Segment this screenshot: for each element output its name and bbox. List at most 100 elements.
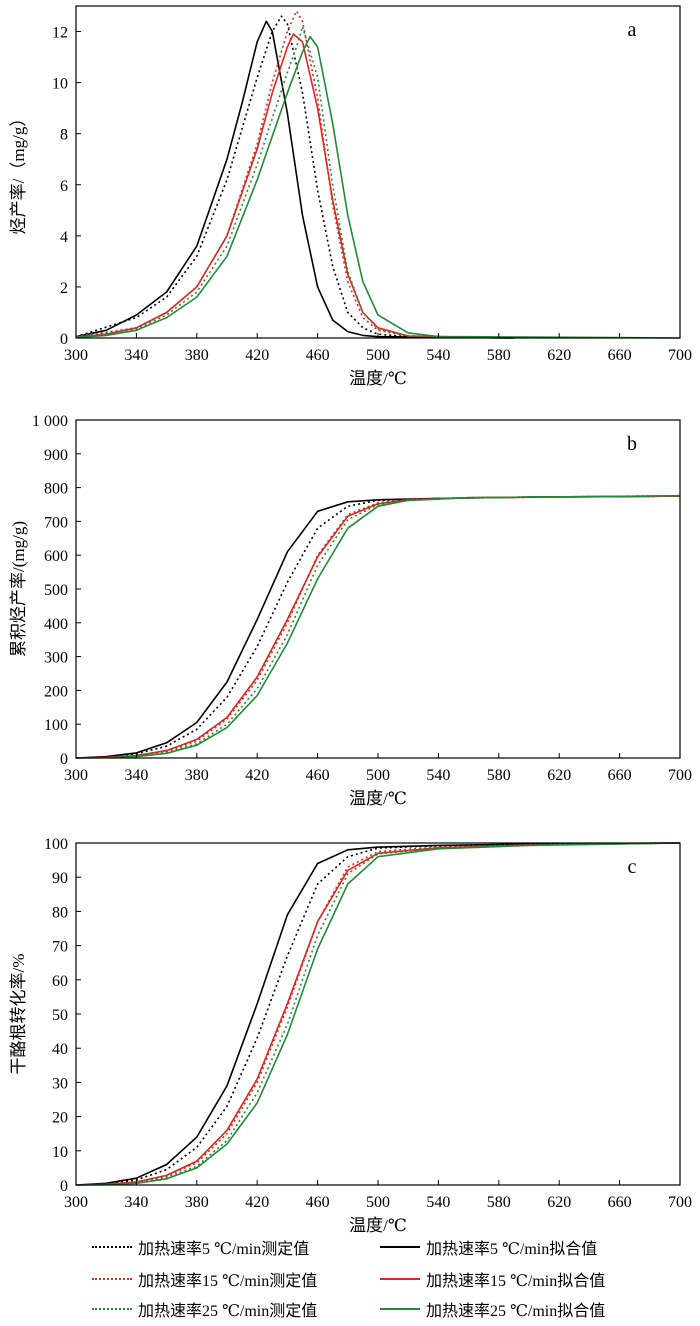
y-tick-label-c: 50 (52, 1007, 68, 1024)
x-tick-label-b: 580 (487, 767, 511, 784)
y-tick-label-c: 90 (52, 870, 68, 887)
x-tick-label-a: 700 (668, 347, 692, 364)
legend-item-15-measured: 加热速率15 ℃/min测定值 (92, 1266, 317, 1292)
legend-label: 加热速率25 ℃/min拟合值 (426, 1303, 606, 1320)
y-tick-label-b: 1 000 (32, 413, 68, 430)
legend-label: 加热速率25 ℃/min测定值 (138, 1303, 318, 1320)
x-tick-label-b: 460 (306, 767, 330, 784)
legend-item-5-fitted: 加热速率5 ℃/min拟合值 (380, 1234, 597, 1260)
y-axis-label-c: 干酪根转化率/% (9, 954, 28, 1075)
legend-swatch-15-measured (92, 1278, 132, 1280)
x-tick-label-c: 580 (487, 1194, 511, 1211)
x-tick-label-a: 380 (185, 347, 209, 364)
series-line-c-3 (75, 842, 681, 1186)
legend: 加热速率5 ℃/min测定值 加热速率5 ℃/min拟合值 加热速率15 ℃/m… (0, 1234, 700, 1326)
plot-frame-b (75, 419, 681, 759)
series-line-c-4 (106, 842, 681, 1186)
y-tick-label-b: 600 (44, 548, 68, 565)
series-line-a-5 (75, 35, 681, 339)
series-line-c-0 (106, 842, 681, 1185)
series-line-b-3 (75, 495, 681, 759)
legend-swatch-25-measured (92, 1308, 132, 1310)
y-tick-label-c: 80 (52, 904, 68, 921)
y-tick-label-a: 12 (52, 25, 68, 42)
x-tick-label-c: 660 (608, 1194, 632, 1211)
series-line-a-1 (75, 20, 514, 339)
legend-item-15-fitted: 加热速率15 ℃/min拟合值 (380, 1266, 605, 1292)
panel-label-b: b (627, 433, 637, 455)
x-tick-label-c: 300 (64, 1194, 88, 1211)
y-tick-label-c: 20 (52, 1110, 68, 1127)
x-tick-label-c: 620 (547, 1194, 571, 1211)
x-axis-label-c: 温度/℃ (349, 1216, 407, 1235)
x-tick-label-b: 500 (366, 767, 390, 784)
y-tick-label-b: 800 (44, 481, 68, 498)
y-tick-label-b: 900 (44, 447, 68, 464)
x-tick-label-a: 500 (366, 347, 390, 364)
series-line-c-5 (75, 842, 681, 1186)
legend-label: 加热速率5 ℃/min拟合值 (426, 1241, 598, 1258)
x-tick-label-a: 660 (608, 347, 632, 364)
x-axis-label-b: 温度/℃ (349, 789, 407, 808)
chart-panel-b: 300 340 380 420 460 500 540 580 620 660 700 0 100 200… (9, 413, 692, 808)
series-line-a-2 (75, 10, 514, 339)
x-tick-label-a: 300 (64, 347, 88, 364)
legend-swatch-25-fitted (380, 1308, 420, 1310)
legend-swatch-5-measured (92, 1246, 132, 1248)
legend-swatch-15-fitted (380, 1278, 420, 1280)
x-tick-label-a: 420 (245, 347, 269, 364)
legend-label: 加热速率15 ℃/min测定值 (138, 1273, 318, 1290)
y-axis-label-b: 累积烃产率/(mg/g) (9, 521, 28, 657)
series-line-a-0 (75, 15, 514, 339)
x-tick-label-b: 700 (668, 767, 692, 784)
series-line-c-2 (106, 842, 681, 1186)
y-tick-label-b: 200 (44, 683, 68, 700)
y-tick-label-a: 10 (52, 76, 68, 93)
panel-label-a: a (628, 19, 637, 41)
x-axis-label-a: 温度/℃ (349, 369, 407, 388)
y-tick-label-b: 300 (44, 650, 68, 667)
y-tick-label-c: 10 (52, 1144, 68, 1161)
series-line-a-3 (75, 33, 514, 339)
x-tick-label-a: 340 (124, 347, 148, 364)
y-tick-label-a: 8 (60, 127, 68, 144)
y-axis-label-a: 烃产率/（mg/g） (9, 110, 28, 235)
x-tick-label-c: 420 (245, 1194, 269, 1211)
x-tick-label-a: 460 (306, 347, 330, 364)
y-tick-label-c: 30 (52, 1075, 68, 1092)
x-tick-label-c: 380 (185, 1194, 209, 1211)
y-tick-label-c: 0 (60, 1178, 68, 1195)
chart-panel-c: 300 340 380 420 460 500 540 580 620 660 700 0 10 20 30… (9, 836, 692, 1235)
x-tick-label-c: 500 (366, 1194, 390, 1211)
legend-item-25-fitted: 加热速率25 ℃/min拟合值 (380, 1296, 605, 1322)
y-tick-label-a: 4 (60, 229, 68, 246)
legend-label: 加热速率15 ℃/min拟合值 (426, 1273, 606, 1290)
plot-frame-c (75, 842, 681, 1186)
x-tick-label-a: 620 (547, 347, 571, 364)
plot-frame-a (75, 5, 681, 339)
legend-item-25-measured: 加热速率25 ℃/min测定值 (92, 1296, 317, 1322)
legend-swatch-5-fitted (380, 1246, 420, 1248)
y-tick-label-a: 6 (60, 178, 68, 195)
y-tick-label-c: 100 (44, 836, 68, 853)
series-line-b-2 (106, 495, 681, 759)
y-tick-label-a: 0 (60, 331, 68, 348)
x-tick-label-b: 620 (547, 767, 571, 784)
x-tick-label-a: 540 (426, 347, 450, 364)
series-line-b-1 (75, 495, 681, 759)
y-tick-label-b: 500 (44, 582, 68, 599)
x-tick-label-b: 380 (185, 767, 209, 784)
y-tick-label-b: 0 (60, 751, 68, 768)
x-tick-label-c: 540 (426, 1194, 450, 1211)
x-tick-label-b: 300 (64, 767, 88, 784)
x-tick-label-b: 540 (426, 767, 450, 784)
y-tick-label-c: 40 (52, 1041, 68, 1058)
x-tick-label-c: 340 (124, 1194, 148, 1211)
legend-item-5-measured: 加热速率5 ℃/min测定值 (92, 1234, 309, 1260)
y-tick-label-b: 700 (44, 514, 68, 531)
x-tick-label-b: 420 (245, 767, 269, 784)
y-tick-label-c: 70 (52, 939, 68, 956)
chart-panel-a: 300 340 380 420 460 500 540 580 620 660 700 0 2 4 6 8 10… (9, 5, 692, 388)
series-line-b-5 (75, 494, 681, 759)
x-tick-label-c: 700 (668, 1194, 692, 1211)
